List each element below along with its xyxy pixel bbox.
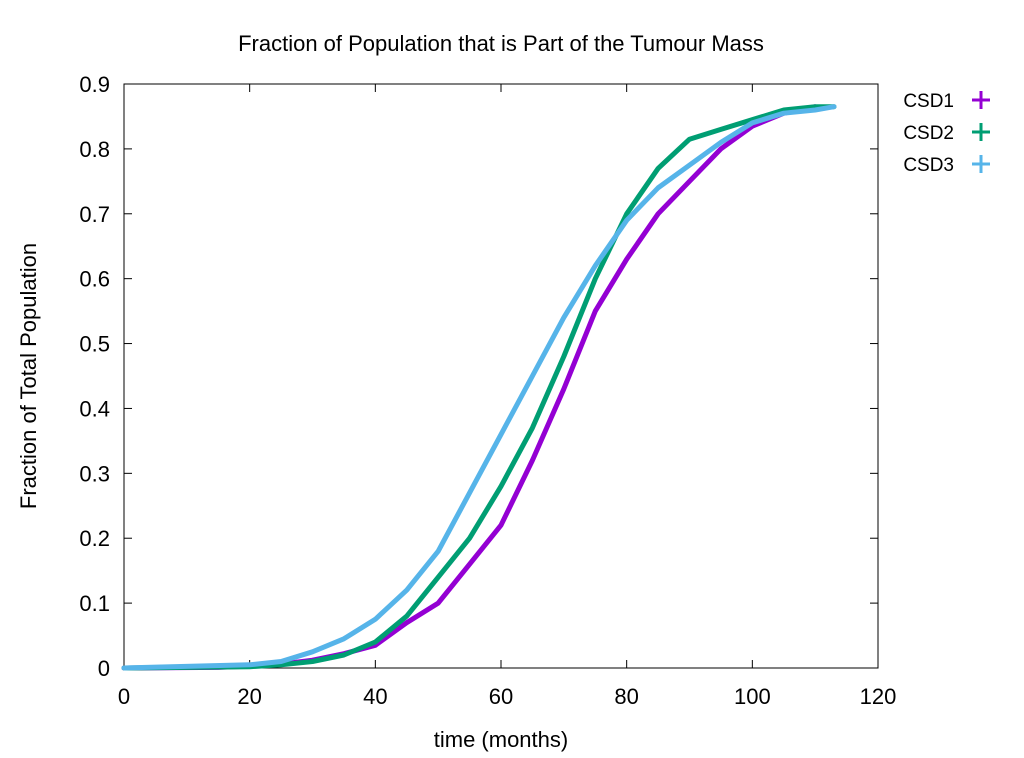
y-tick-label: 0.7 [79, 202, 110, 227]
x-tick-label: 0 [118, 684, 130, 709]
chart-title: Fraction of Population that is Part of t… [238, 31, 764, 56]
y-tick-label: 0.8 [79, 137, 110, 162]
y-tick-label: 0.3 [79, 461, 110, 486]
legend-label: CSD3 [903, 155, 954, 176]
y-axis: 0 0.1 0.2 0.3 0.4 0.5 0.6 0.7 0.8 0.9 [79, 72, 878, 681]
y-tick-label: 0.1 [79, 591, 110, 616]
series-line-csd1 [121, 104, 818, 671]
legend-label: CSD2 [903, 123, 954, 144]
x-tick-label: 60 [489, 684, 513, 709]
y-tick-label: 0 [98, 656, 110, 681]
x-tick-label: 120 [860, 684, 897, 709]
x-tick-label: 80 [614, 684, 638, 709]
x-tick-label: 20 [237, 684, 261, 709]
x-axis: 0 20 40 60 80 100 120 [118, 84, 896, 709]
y-tick-label: 0.9 [79, 72, 110, 97]
x-tick-label: 40 [363, 684, 387, 709]
x-axis-label: time (months) [434, 727, 568, 752]
series-layer [121, 104, 837, 671]
plot-area [123, 83, 879, 669]
y-axis-label: Fraction of Total Population [16, 243, 41, 509]
y-tick-label: 0.4 [79, 396, 110, 421]
legend-label: CSD1 [903, 91, 954, 112]
y-tick-label: 0.6 [79, 267, 110, 292]
x-tick-label: 100 [734, 684, 771, 709]
y-tick-label: 0.5 [79, 332, 110, 357]
series-line-csd3 [121, 104, 837, 671]
y-tick-label: 0.2 [79, 526, 110, 551]
series-line-csd2 [121, 104, 837, 671]
legend: CSD1 CSD2 CSD3 [903, 91, 990, 176]
